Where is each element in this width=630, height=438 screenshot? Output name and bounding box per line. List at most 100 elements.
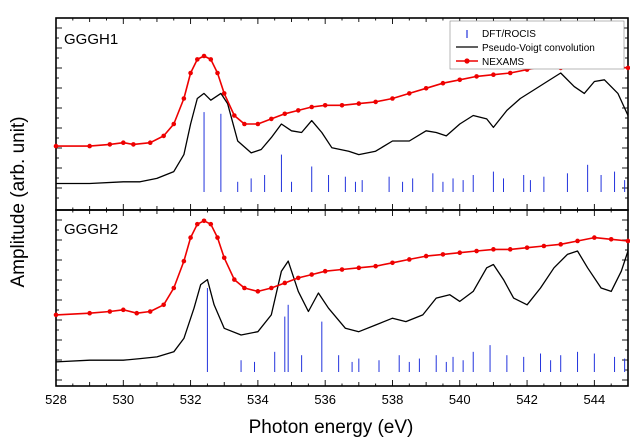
convolution-line bbox=[55, 250, 629, 363]
panel-gggh2-dft-sticks bbox=[206, 288, 626, 372]
nexams-point bbox=[608, 236, 614, 242]
x-tick-label: 534 bbox=[247, 392, 269, 407]
legend-nexams-dot bbox=[464, 58, 470, 64]
nexams-point bbox=[120, 307, 126, 313]
panel-gggh1-convolution bbox=[56, 72, 629, 185]
x-tick-label: 542 bbox=[516, 392, 538, 407]
nexams-point bbox=[373, 99, 378, 105]
panel-gggh1-dft-sticks bbox=[203, 112, 626, 192]
nexams-point bbox=[171, 285, 177, 291]
panel-gggh2-frame bbox=[55, 209, 629, 387]
nexams-point bbox=[524, 245, 530, 250]
nexams-point bbox=[171, 121, 177, 127]
convolution-line bbox=[56, 72, 629, 185]
nexams-point bbox=[309, 104, 315, 110]
nexams-point bbox=[282, 280, 288, 286]
nexams-point bbox=[161, 133, 166, 139]
nexams-point bbox=[215, 235, 220, 240]
x-tick-label: 530 bbox=[112, 392, 134, 407]
nexams-point bbox=[107, 309, 113, 314]
nexams-point bbox=[53, 312, 59, 318]
panel-gggh1-nexams bbox=[53, 53, 630, 149]
nexams-point bbox=[558, 242, 564, 247]
nexams-point bbox=[181, 96, 187, 101]
x-tick-label: 540 bbox=[449, 392, 471, 407]
nexams-point bbox=[215, 70, 220, 76]
nexams-point bbox=[390, 260, 395, 266]
panel-gggh2-nexams bbox=[53, 218, 630, 318]
legend: DFT/ROCIS Pseudo-Voigt convolution NEXAM… bbox=[449, 20, 625, 70]
nexams-point bbox=[232, 277, 237, 282]
nexams-point bbox=[491, 72, 496, 77]
y-axis-label: Amplitude (arb. unit) bbox=[8, 116, 29, 287]
nexams-point bbox=[423, 253, 429, 259]
nexams-point bbox=[195, 221, 200, 227]
nexams-point bbox=[188, 70, 193, 76]
nexams-point bbox=[295, 275, 301, 281]
nexams-point bbox=[201, 218, 207, 224]
nexams-point bbox=[147, 140, 153, 145]
nexams-point bbox=[440, 80, 446, 86]
panel-gggh2-convolution bbox=[55, 250, 629, 363]
x-tick-label: 544 bbox=[584, 392, 606, 407]
x-tick-label: 538 bbox=[382, 392, 404, 407]
nexams-point bbox=[373, 263, 378, 269]
nexams-point bbox=[255, 121, 261, 127]
nexams-point bbox=[356, 101, 362, 106]
nexams-point bbox=[134, 310, 140, 316]
nexams-line bbox=[56, 55, 629, 147]
nexams-point bbox=[195, 57, 200, 62]
legend-box bbox=[449, 20, 625, 70]
nexams-point bbox=[201, 53, 207, 59]
nexams-point bbox=[269, 116, 274, 122]
nexams-point bbox=[120, 140, 126, 145]
x-tick-label: 536 bbox=[314, 392, 336, 407]
nexams-point bbox=[339, 103, 345, 108]
nexams-point bbox=[322, 103, 328, 108]
nexams-point bbox=[181, 258, 187, 264]
nexams-point bbox=[53, 143, 59, 149]
panel-gggh2: GGGH2 bbox=[53, 209, 630, 387]
nexams-point bbox=[507, 247, 513, 252]
nexams-point bbox=[625, 65, 630, 71]
nexams-point bbox=[457, 250, 463, 256]
nexams-point bbox=[208, 221, 214, 227]
nexams-point bbox=[491, 247, 496, 252]
nexams-point bbox=[390, 96, 395, 101]
x-tick-label: 532 bbox=[180, 392, 202, 407]
nexams-point bbox=[242, 121, 247, 127]
nexams-point bbox=[474, 248, 479, 254]
nexams-point bbox=[208, 57, 214, 62]
legend-dft-label: DFT/ROCIS bbox=[482, 29, 536, 40]
nexams-point bbox=[423, 86, 429, 91]
nexams-point bbox=[507, 70, 513, 76]
nexams-point bbox=[295, 108, 301, 113]
nexams-point bbox=[232, 113, 237, 118]
nexams-point bbox=[575, 238, 580, 244]
nexams-point bbox=[221, 255, 227, 261]
x-tick-label: 528 bbox=[45, 392, 67, 407]
nexams-point bbox=[147, 309, 153, 314]
nexams-point bbox=[406, 91, 412, 96]
nexams-point bbox=[87, 143, 92, 149]
nexams-point bbox=[457, 77, 463, 83]
nexams-point bbox=[339, 267, 345, 272]
nexams-point bbox=[255, 289, 261, 294]
x-axis: 528 530 532 534 536 538 540 542 544 bbox=[45, 18, 629, 407]
nexams-point bbox=[269, 285, 274, 291]
nexams-point bbox=[161, 302, 166, 308]
panel-gggh1-label: GGGH1 bbox=[64, 31, 118, 48]
nexams-point bbox=[282, 111, 288, 117]
nexams-point bbox=[356, 265, 362, 271]
legend-convolution-label: Pseudo-Voigt convolution bbox=[482, 43, 595, 54]
nexams-point bbox=[625, 238, 630, 244]
x-axis-label: Photon energy (eV) bbox=[249, 417, 414, 438]
nexams-point bbox=[87, 310, 92, 316]
nexams-point bbox=[107, 142, 113, 147]
nexams-point bbox=[188, 235, 193, 240]
nexams-point bbox=[221, 91, 227, 96]
nexams-point bbox=[592, 235, 597, 240]
nexams-point bbox=[322, 268, 328, 274]
nexams-point bbox=[474, 74, 479, 79]
